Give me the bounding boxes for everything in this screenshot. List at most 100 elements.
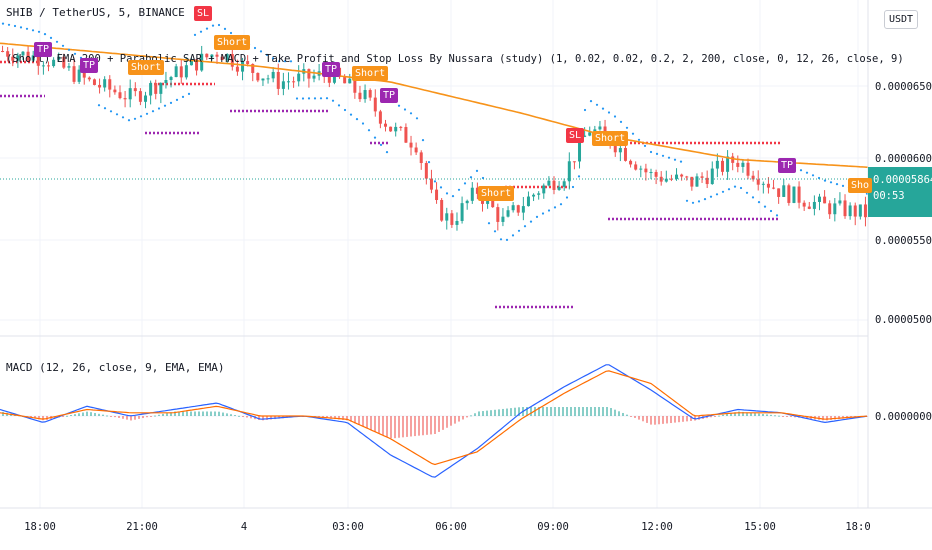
histogram-bar: [678, 416, 680, 423]
candle-body: [629, 160, 633, 165]
candle-body: [639, 168, 643, 170]
time-tick: 12:00: [641, 521, 673, 533]
candle-body: [659, 176, 663, 182]
histogram-bar: [170, 412, 172, 416]
macd-title[interactable]: MACD (12, 26, close, 9, EMA, EMA): [6, 361, 225, 374]
sar-dot: [667, 156, 671, 159]
candle-body: [261, 78, 265, 81]
histogram-bar: [106, 415, 108, 417]
candle-body: [92, 79, 96, 85]
candle-body: [802, 202, 806, 207]
candle-body: [235, 66, 239, 72]
macd-zero-tick: 0.00000000: [875, 411, 932, 423]
time-tick: 15:00: [744, 521, 776, 533]
time-tick: 06:00: [435, 521, 467, 533]
histogram-bar: [786, 416, 788, 417]
signal-badge[interactable]: SL: [194, 6, 213, 21]
sar-dot: [271, 57, 275, 60]
sar-dot: [775, 214, 779, 217]
histogram-bar: [202, 411, 204, 416]
histogram-bar: [546, 407, 548, 416]
signal-badge[interactable]: Short: [592, 131, 629, 146]
signal-badge[interactable]: Sho: [848, 178, 873, 193]
sar-dot: [703, 198, 707, 201]
study-title[interactable]: (Short) EMA 200 + Parabolic SAR + MACD +…: [6, 53, 904, 65]
histogram-bar: [510, 408, 512, 416]
sar-dot: [433, 180, 437, 183]
sar-dot: [211, 24, 215, 27]
histogram-bar: [598, 407, 600, 416]
signal-badge[interactable]: Short: [214, 35, 251, 50]
sar-dot: [67, 48, 71, 51]
histogram-bar: [426, 416, 428, 435]
sar-dot: [103, 107, 107, 110]
histogram-bar: [178, 411, 180, 416]
signal-badge[interactable]: TP: [80, 58, 99, 73]
candle-body: [47, 65, 51, 67]
histogram-bar: [638, 416, 640, 420]
sar-dot: [811, 174, 815, 177]
sar-dot: [265, 53, 269, 57]
signal-badge[interactable]: Short: [478, 186, 515, 201]
symbol-title[interactable]: SHIB / TetherUS, 5, BINANCE: [6, 6, 185, 19]
histogram-bar: [94, 412, 96, 416]
histogram-bar: [234, 415, 236, 417]
sar-dot: [661, 154, 665, 157]
candle-body: [516, 205, 520, 213]
histogram-bar: [450, 416, 452, 426]
histogram-bar: [66, 415, 68, 417]
signal-badge[interactable]: Short: [352, 66, 389, 81]
sar-dot: [397, 104, 401, 107]
signal-badge[interactable]: TP: [380, 88, 399, 103]
candle-body: [511, 205, 515, 211]
histogram-bar: [794, 416, 796, 418]
sar-dot: [745, 191, 749, 194]
price-tick: 0.00005000: [875, 314, 932, 326]
histogram-bar: [662, 416, 664, 424]
candle-body: [475, 187, 479, 194]
sar-dot: [463, 182, 467, 185]
histogram-bar: [806, 416, 808, 419]
sar-dot: [451, 195, 455, 198]
candle-body: [52, 59, 56, 67]
sar-dot: [445, 192, 449, 195]
histogram-bar: [726, 413, 728, 416]
sar-dot: [289, 60, 293, 63]
sar-dot: [709, 195, 713, 198]
candle-body: [838, 200, 842, 204]
histogram-bar: [614, 409, 616, 416]
currency-button[interactable]: USDT: [884, 10, 919, 29]
signal-badge[interactable]: TP: [778, 158, 797, 173]
candle-body: [256, 72, 260, 81]
sar-dot: [379, 143, 383, 146]
sar-dot: [61, 44, 65, 47]
signal-badge[interactable]: TP: [322, 62, 341, 77]
histogram-bar: [646, 416, 648, 423]
candle-body: [506, 210, 510, 217]
signal-badge[interactable]: Short: [128, 60, 165, 75]
sar-dot: [325, 97, 329, 100]
sar-dot: [625, 126, 629, 129]
candle-body: [435, 189, 439, 200]
candle-body: [373, 97, 377, 112]
sar-dot: [829, 181, 833, 184]
histogram-bar: [742, 411, 744, 416]
candle-body: [31, 55, 35, 61]
sar-dot: [541, 212, 545, 215]
candle-body: [144, 95, 148, 102]
histogram-bar: [330, 416, 332, 419]
sar-dot: [679, 160, 683, 163]
signal-badge[interactable]: TP: [34, 42, 53, 57]
sar-dot: [733, 185, 737, 188]
histogram-bar: [382, 416, 384, 435]
sar-dot: [169, 101, 173, 104]
candle-body: [271, 71, 275, 79]
histogram-bar: [834, 416, 836, 420]
histogram-bar: [186, 411, 188, 416]
sar-dot: [337, 104, 341, 107]
histogram-bar: [650, 416, 652, 425]
signal-badge[interactable]: SL: [566, 128, 585, 143]
sar-dot: [43, 33, 47, 36]
histogram-bar: [822, 416, 824, 421]
